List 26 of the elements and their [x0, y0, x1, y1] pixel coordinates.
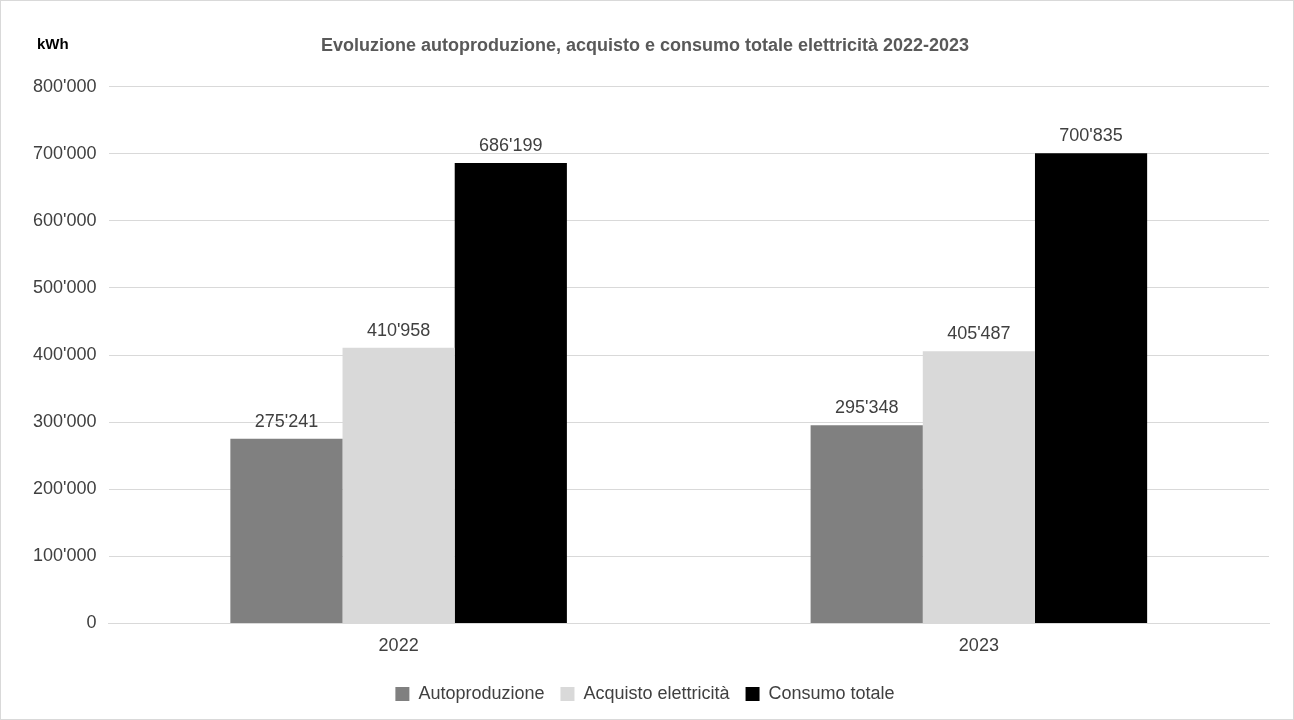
legend-label: Acquisto elettricità: [583, 682, 731, 703]
y-tick-label: 800'000: [32, 75, 97, 96]
bar: [454, 162, 567, 623]
y-tick-label: 0: [86, 612, 97, 633]
data-label: 405'487: [947, 323, 1011, 344]
data-label: 700'835: [1059, 125, 1123, 146]
data-label: 410'958: [366, 319, 431, 340]
y-tick-label: 500'000: [32, 276, 97, 297]
bar: [810, 425, 923, 623]
x-tick-label: 2023: [958, 635, 999, 656]
y-tick-label: 400'000: [32, 343, 97, 364]
x-tick-label: 2022: [378, 635, 419, 656]
y-tick-label: 600'000: [32, 209, 97, 230]
data-label: 295'348: [834, 397, 899, 418]
y-tick-label: 100'000: [32, 545, 97, 566]
legend-label: Consumo totale: [768, 682, 895, 703]
bar: [1034, 153, 1148, 623]
data-label: 686'199: [479, 134, 543, 155]
y-axis-title: kWh: [37, 35, 69, 53]
y-tick-label: 700'000: [32, 142, 97, 163]
data-label: 275'241: [254, 410, 319, 431]
chart-title: Evoluzione autoproduzione, acquisto e consumo totale elettricità 2022-2023: [320, 34, 970, 55]
bar: [230, 438, 343, 623]
legend-label: Autoproduzione: [418, 682, 545, 703]
y-tick-label: 200'000: [32, 478, 97, 499]
y-tick-label: 300'000: [32, 411, 97, 432]
